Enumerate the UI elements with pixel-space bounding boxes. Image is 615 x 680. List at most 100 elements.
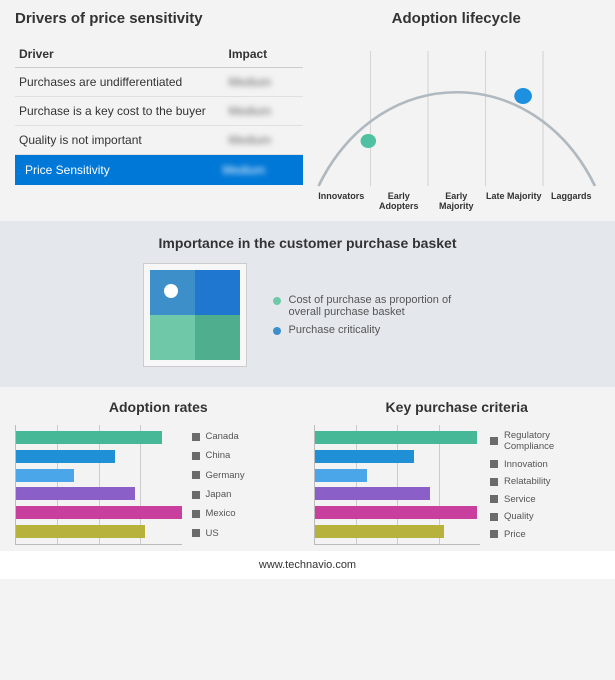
legend-square bbox=[192, 529, 200, 537]
bar bbox=[315, 450, 414, 463]
legend-square bbox=[490, 495, 498, 503]
importance-title: Importance in the customer purchase bask… bbox=[15, 235, 600, 251]
importance-legend-item: Cost of purchase as proportion of overal… bbox=[273, 294, 473, 318]
adoption-rates-bars bbox=[15, 425, 182, 545]
drivers-row: Purchase is a key cost to the buyerMediu… bbox=[15, 97, 303, 126]
purchase-criteria-bars bbox=[314, 425, 481, 545]
impact-cell: Medium bbox=[229, 104, 299, 118]
importance-legend: Cost of purchase as proportion of overal… bbox=[273, 288, 473, 342]
drivers-header: Driver Impact bbox=[15, 41, 303, 68]
legend-label: Japan bbox=[206, 489, 232, 500]
chart-legend-item: Innovation bbox=[490, 459, 600, 470]
purchase-criteria-panel: Key purchase criteria Regulatory Complia… bbox=[314, 399, 601, 545]
chart-legend-item: US bbox=[192, 528, 302, 539]
bar bbox=[16, 469, 74, 482]
chart-legend-item: Service bbox=[490, 494, 600, 505]
lifecycle-labels: InnovatorsEarly AdoptersEarly MajorityLa… bbox=[313, 191, 601, 211]
drivers-row: Quality is not importantMedium bbox=[15, 126, 303, 155]
footer: www.technavio.com bbox=[0, 551, 615, 579]
legend-label: Service bbox=[504, 494, 536, 505]
legend-label: Germany bbox=[206, 470, 245, 481]
legend-square bbox=[192, 452, 200, 460]
chart-legend-item: Regulatory Compliance bbox=[490, 430, 600, 452]
chart-legend-item: Canada bbox=[192, 431, 302, 442]
legend-dot bbox=[273, 297, 281, 305]
lifecycle-stage-label: Early Majority bbox=[428, 191, 486, 211]
lifecycle-stage-label: Laggards bbox=[543, 191, 601, 211]
legend-dot bbox=[273, 327, 281, 335]
legend-label: Innovation bbox=[504, 459, 548, 470]
adoption-rates-legend: Canada China Germany Japan Mexico US bbox=[192, 425, 302, 545]
legend-square bbox=[490, 437, 498, 445]
quadrant-chart bbox=[150, 270, 240, 360]
legend-square bbox=[192, 491, 200, 499]
legend-text: Purchase criticality bbox=[289, 324, 381, 336]
legend-label: Quality bbox=[504, 511, 534, 522]
bar bbox=[315, 506, 477, 519]
bar bbox=[16, 450, 115, 463]
summary-value: Medium bbox=[223, 163, 293, 177]
adoption-rates-title: Adoption rates bbox=[15, 399, 302, 415]
chart-legend-item: Japan bbox=[192, 489, 302, 500]
header-driver: Driver bbox=[19, 47, 229, 61]
quadrant-marker bbox=[164, 284, 178, 298]
legend-square bbox=[490, 530, 498, 538]
bar bbox=[16, 487, 135, 500]
importance-legend-item: Purchase criticality bbox=[273, 324, 473, 336]
drivers-summary: Price Sensitivity Medium bbox=[15, 155, 303, 185]
lifecycle-stage-label: Early Adopters bbox=[370, 191, 428, 211]
bar bbox=[16, 506, 182, 519]
legend-label: US bbox=[206, 528, 219, 539]
importance-panel: Importance in the customer purchase bask… bbox=[0, 221, 615, 387]
purchase-criteria-chart: Regulatory Compliance Innovation Relatabil… bbox=[314, 425, 601, 545]
quadrant-cell bbox=[195, 315, 240, 360]
top-row: Drivers of price sensitivity Driver Impa… bbox=[0, 0, 615, 221]
bar bbox=[315, 525, 444, 538]
drivers-table: Driver Impact Purchases are undifferenti… bbox=[15, 41, 303, 185]
importance-body: Cost of purchase as proportion of overal… bbox=[15, 263, 600, 367]
lifecycle-title: Adoption lifecycle bbox=[313, 10, 601, 27]
driver-cell: Purchase is a key cost to the buyer bbox=[19, 104, 229, 118]
driver-cell: Purchases are undifferentiated bbox=[19, 75, 229, 89]
legend-square bbox=[490, 478, 498, 486]
legend-label: Relatability bbox=[504, 476, 550, 487]
lifecycle-chart bbox=[313, 41, 601, 191]
bar bbox=[315, 431, 477, 444]
purchase-criteria-legend: Regulatory Compliance Innovation Relatabil… bbox=[490, 425, 600, 545]
bar bbox=[315, 487, 431, 500]
chart-legend-item: Mexico bbox=[192, 508, 302, 519]
chart-legend-item: Relatability bbox=[490, 476, 600, 487]
drivers-title: Drivers of price sensitivity bbox=[15, 10, 303, 27]
drivers-row: Purchases are undifferentiatedMedium bbox=[15, 68, 303, 97]
legend-text: Cost of purchase as proportion of overal… bbox=[289, 294, 473, 318]
chart-legend-item: China bbox=[192, 450, 302, 461]
quadrant-wrap bbox=[143, 263, 247, 367]
legend-label: Mexico bbox=[206, 508, 236, 519]
header-impact: Impact bbox=[229, 47, 299, 61]
bar bbox=[315, 469, 368, 482]
quadrant-cell bbox=[150, 315, 195, 360]
drivers-panel: Drivers of price sensitivity Driver Impa… bbox=[15, 10, 303, 211]
quadrant-cell bbox=[195, 270, 240, 315]
chart-legend-item: Quality bbox=[490, 511, 600, 522]
legend-square bbox=[490, 513, 498, 521]
chart-legend-item: Germany bbox=[192, 470, 302, 481]
legend-square bbox=[192, 471, 200, 479]
lifecycle-panel: Adoption lifecycle InnovatorsEarly Adopt… bbox=[313, 10, 601, 211]
legend-square bbox=[192, 433, 200, 441]
adoption-rates-panel: Adoption rates Canada China Germany Japan Me… bbox=[15, 399, 302, 545]
legend-label: China bbox=[206, 450, 231, 461]
impact-cell: Medium bbox=[229, 133, 299, 147]
bottom-row: Adoption rates Canada China Germany Japan Me… bbox=[0, 387, 615, 551]
legend-label: Canada bbox=[206, 431, 239, 442]
legend-square bbox=[192, 510, 200, 518]
summary-label: Price Sensitivity bbox=[25, 163, 223, 177]
driver-cell: Quality is not important bbox=[19, 133, 229, 147]
legend-label: Regulatory Compliance bbox=[504, 430, 600, 452]
lifecycle-stage-label: Late Majority bbox=[485, 191, 543, 211]
adoption-rates-chart: Canada China Germany Japan Mexico US bbox=[15, 425, 302, 545]
impact-cell: Medium bbox=[229, 75, 299, 89]
chart-legend-item: Price bbox=[490, 529, 600, 540]
legend-label: Price bbox=[504, 529, 526, 540]
bar bbox=[16, 431, 162, 444]
